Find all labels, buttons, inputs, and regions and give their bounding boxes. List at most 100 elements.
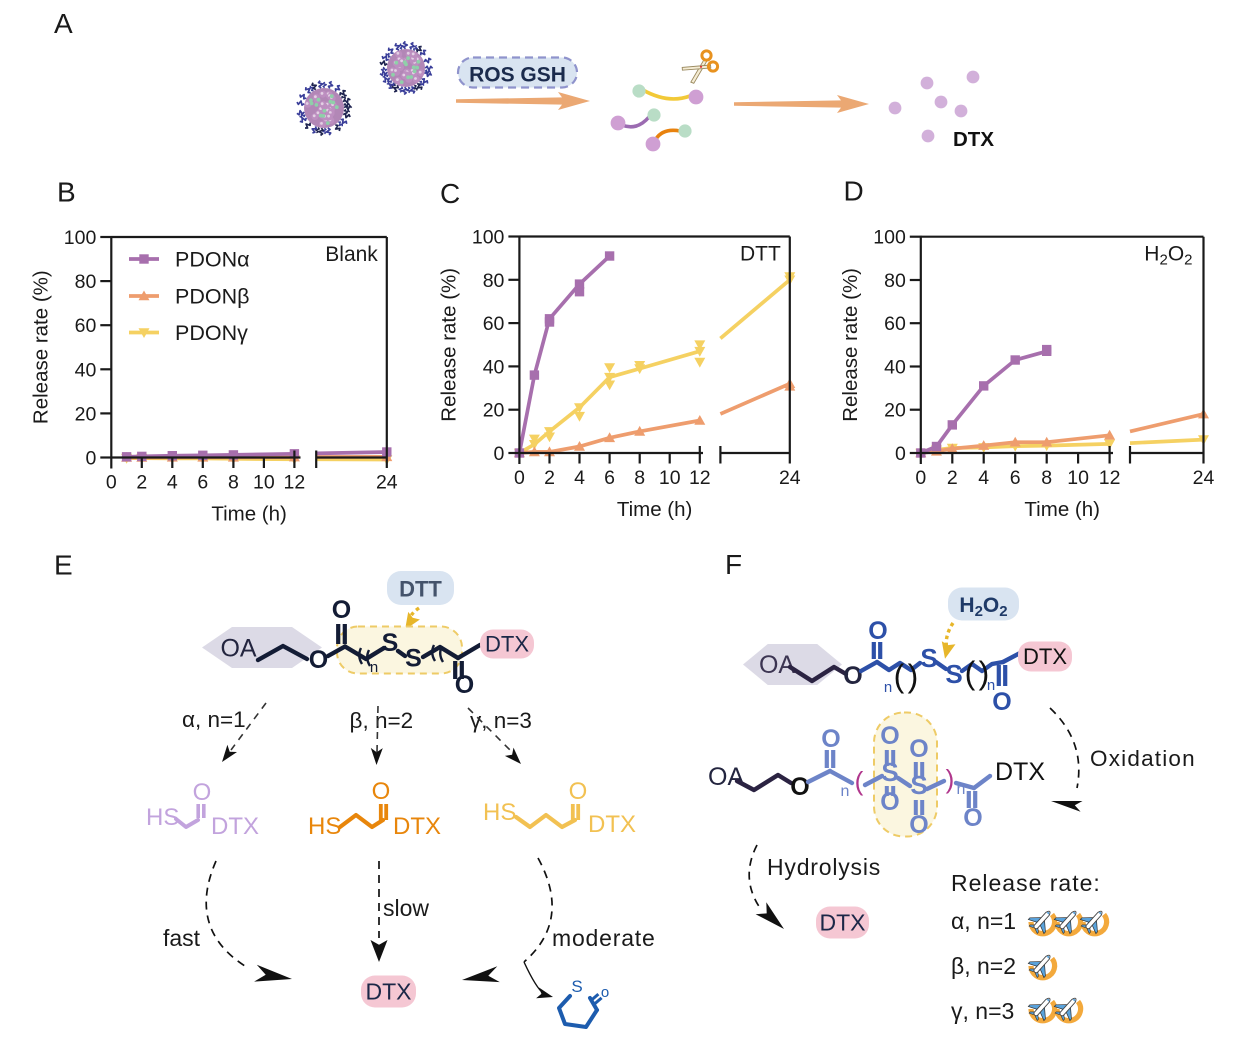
svg-text:0: 0	[915, 467, 926, 489]
svg-text:100: 100	[873, 227, 906, 249]
svg-text:DTX: DTX	[1023, 644, 1067, 669]
svg-text:24: 24	[376, 472, 398, 494]
svg-text:S: S	[881, 757, 898, 787]
svg-text:100: 100	[64, 227, 97, 249]
svg-text:O: O	[880, 722, 899, 750]
svg-text:O: O	[909, 811, 928, 839]
svg-text:4: 4	[978, 467, 989, 489]
svg-text:OA: OA	[708, 763, 744, 791]
svg-text:O: O	[372, 778, 391, 805]
svg-text:Hydrolysis: Hydrolysis	[767, 854, 881, 880]
svg-text:8: 8	[634, 467, 645, 489]
svg-text:O: O	[880, 788, 899, 816]
svg-text:Release rate (%): Release rate (%)	[437, 268, 460, 422]
svg-text:6: 6	[1010, 467, 1021, 489]
svg-text:Oxidation: Oxidation	[1090, 746, 1196, 771]
svg-text:20: 20	[75, 403, 97, 425]
svg-text:Release rate:: Release rate:	[951, 870, 1101, 896]
svg-text:Time (h): Time (h)	[211, 503, 287, 526]
svg-text:0: 0	[514, 467, 525, 489]
svg-text:S: S	[920, 643, 937, 673]
svg-text:HS: HS	[146, 804, 179, 831]
svg-text:60: 60	[75, 315, 97, 337]
svg-text:PDONα: PDONα	[175, 248, 250, 272]
svg-text:O: O	[193, 779, 212, 806]
svg-text:DTT: DTT	[740, 243, 781, 266]
svg-text:60: 60	[483, 313, 505, 335]
svg-text:80: 80	[75, 271, 97, 293]
svg-text:n: n	[957, 781, 966, 798]
svg-text:Time (h): Time (h)	[1024, 498, 1100, 521]
svg-text:12: 12	[689, 467, 711, 489]
svg-text:DTX: DTX	[820, 910, 866, 936]
svg-text:0: 0	[895, 443, 906, 465]
svg-text:10: 10	[1067, 467, 1089, 489]
svg-text:6: 6	[197, 472, 208, 494]
svg-text:PDONβ: PDONβ	[175, 285, 249, 309]
svg-text:DTX: DTX	[366, 979, 412, 1005]
svg-text:β, n=2: β, n=2	[350, 708, 414, 733]
svg-text:10: 10	[659, 467, 681, 489]
svg-text:80: 80	[483, 270, 505, 292]
svg-text:S: S	[382, 629, 399, 657]
svg-text:0: 0	[494, 443, 505, 465]
svg-text:2: 2	[136, 472, 147, 494]
svg-text:24: 24	[779, 467, 801, 489]
svg-text:DTX: DTX	[953, 128, 994, 151]
svg-text:Release rate (%): Release rate (%)	[839, 268, 862, 422]
svg-text:12: 12	[1099, 467, 1121, 489]
svg-text:E: E	[54, 550, 73, 581]
svg-text:DTT: DTT	[399, 577, 442, 602]
svg-text:DTX: DTX	[588, 811, 636, 838]
svg-text:moderate: moderate	[552, 925, 656, 951]
svg-text:fast: fast	[163, 925, 201, 951]
svg-text:8: 8	[228, 472, 239, 494]
svg-text:n: n	[987, 677, 995, 694]
svg-text:γ, n=3: γ, n=3	[470, 708, 532, 733]
svg-text:20: 20	[483, 400, 505, 422]
svg-text:Time (h): Time (h)	[617, 498, 693, 521]
svg-text:8: 8	[1041, 467, 1052, 489]
svg-text:100: 100	[472, 227, 505, 249]
svg-text:O: O	[455, 671, 474, 699]
svg-text:40: 40	[483, 356, 505, 378]
svg-text:C: C	[440, 178, 460, 209]
svg-text:o: o	[601, 984, 609, 1001]
svg-text:S: S	[571, 977, 582, 996]
svg-text:n: n	[884, 679, 892, 696]
svg-text:PDONγ: PDONγ	[175, 321, 248, 345]
svg-text:A: A	[54, 8, 73, 39]
svg-text:S: S	[910, 770, 927, 800]
svg-text:): )	[946, 764, 955, 794]
svg-text:): )	[908, 658, 919, 694]
svg-text:0: 0	[106, 472, 117, 494]
svg-text:Release rate (%): Release rate (%)	[29, 270, 52, 424]
svg-text:O: O	[963, 804, 982, 832]
svg-text:DTX: DTX	[485, 632, 529, 657]
svg-text:O: O	[569, 778, 588, 805]
svg-text:D: D	[844, 176, 864, 207]
svg-text:): )	[979, 655, 990, 691]
svg-text:OA: OA	[220, 635, 256, 663]
svg-text:H2O2: H2O2	[1144, 243, 1192, 269]
svg-text:HS: HS	[483, 799, 516, 826]
svg-text:DTX: DTX	[393, 813, 441, 840]
svg-text:(: (	[855, 766, 864, 796]
svg-text:O: O	[843, 662, 862, 690]
svg-text:γ, n=3: γ, n=3	[951, 998, 1014, 1024]
svg-text:12: 12	[284, 472, 306, 494]
svg-text:4: 4	[574, 467, 585, 489]
svg-text:0: 0	[85, 448, 96, 470]
svg-text:n: n	[841, 783, 850, 800]
svg-text:2: 2	[544, 467, 555, 489]
svg-text:S: S	[945, 659, 962, 689]
svg-text:40: 40	[884, 357, 906, 379]
svg-text:80: 80	[884, 270, 906, 292]
svg-text:n: n	[370, 659, 378, 676]
svg-text:2: 2	[947, 467, 958, 489]
svg-text:20: 20	[884, 400, 906, 422]
svg-text:O: O	[868, 617, 887, 645]
svg-text:DTX: DTX	[211, 813, 259, 840]
svg-text:B: B	[57, 177, 76, 208]
svg-text:60: 60	[884, 313, 906, 335]
